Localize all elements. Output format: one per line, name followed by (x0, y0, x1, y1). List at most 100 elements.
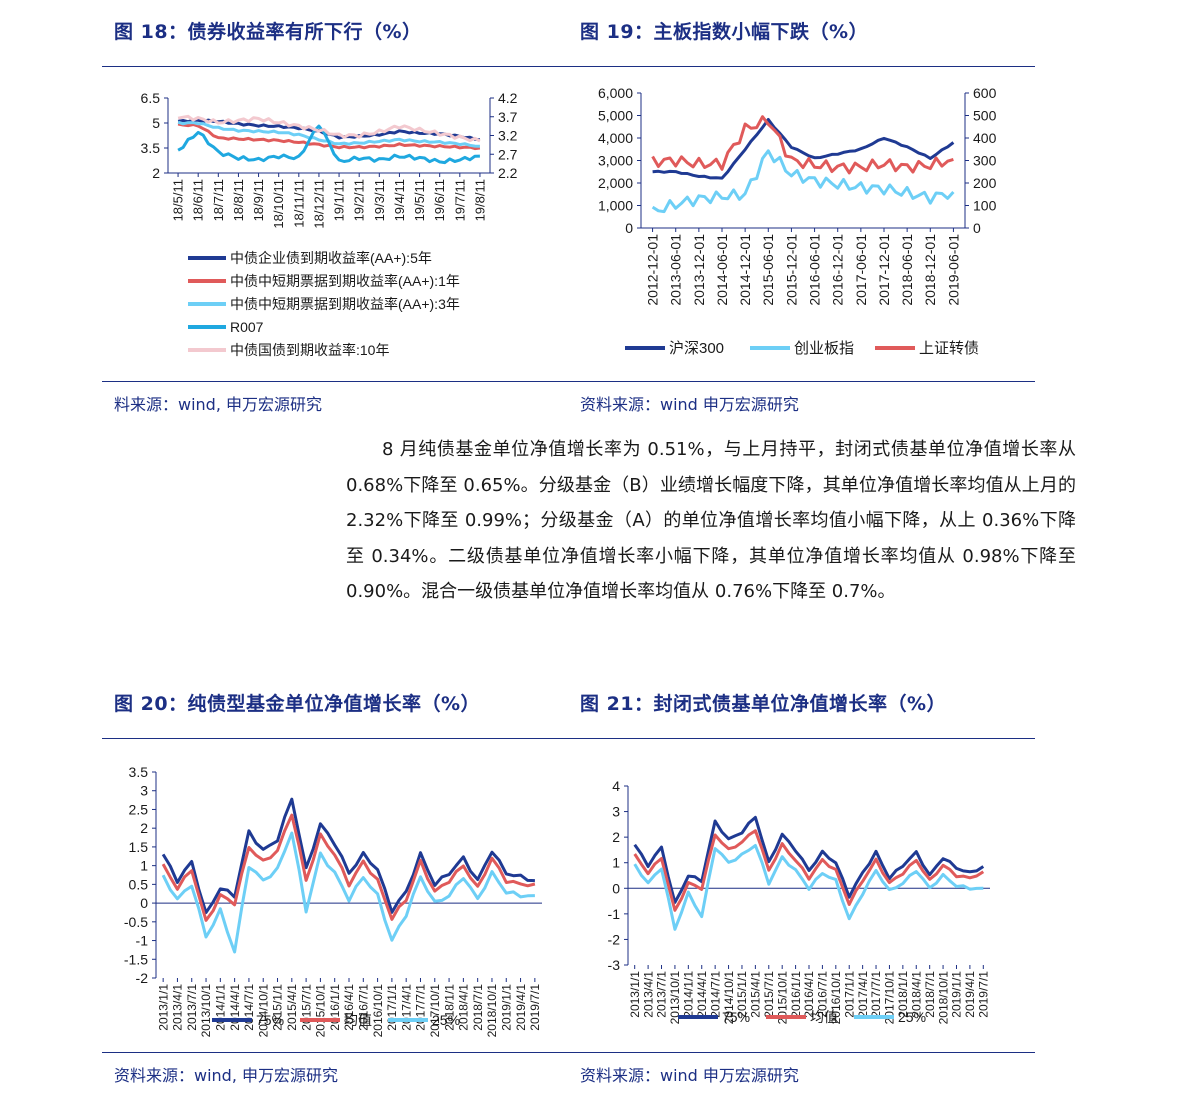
x-tick-label: 2015/1/1 (735, 971, 749, 1018)
legend-label-0: 沪深300 (669, 340, 724, 357)
x-tick-label: 2014/1/1 (682, 971, 696, 1018)
x-tick-label: 2016-06-01 (806, 234, 822, 306)
legend-label-0: 中债企业债到期收益率(AA+):5年 (230, 250, 432, 266)
x-tick-label: 2013/1/1 (628, 971, 642, 1018)
fig21-source: 资料来源：wind 申万宏源研究 (580, 1066, 799, 1085)
x-tick-label: 2014/7/1 (242, 984, 256, 1031)
y-tick-label: 0.5 (129, 876, 149, 892)
x-tick-label: 18/6/11 (191, 179, 206, 221)
x-tick-label: 18/12/11 (311, 179, 326, 229)
x-tick-label: 18/10/11 (271, 179, 286, 229)
x-tick-label: 2019/4/1 (963, 971, 977, 1018)
x-tick-label: 2017/7/1 (869, 971, 883, 1018)
x-tick-label: 2015/7/1 (299, 984, 313, 1031)
x-tick-label: 2017-12-01 (876, 234, 892, 306)
series-line-2 (161, 831, 535, 954)
y-tick-label-right: 500 (973, 108, 997, 124)
x-tick-label: 18/8/11 (231, 179, 246, 221)
x-tick-label: 2013-12-01 (691, 234, 707, 306)
y-tick-label: 1 (612, 855, 620, 871)
x-tick-label: 2016/4/1 (342, 984, 356, 1031)
x-tick-label: 2017/4/1 (399, 984, 413, 1031)
y-tick-label: 2,000 (598, 175, 633, 191)
x-tick-label: 19/6/11 (432, 179, 447, 221)
paragraph-text: 8 月纯债基金单位净值增长率为 0.51%，与上月持平，封闭式债基单位净值增长率… (346, 439, 1076, 602)
y-tick-label: 4,000 (598, 130, 633, 146)
y-tick-label: 1,000 (598, 198, 633, 214)
x-tick-label: 19/7/11 (452, 179, 467, 221)
x-tick-label: 2014/7/1 (708, 971, 722, 1018)
top-bottom-rule (102, 381, 1035, 382)
x-tick-label: 2017/7/1 (414, 984, 428, 1031)
y-tick-label: -0.5 (124, 914, 148, 930)
y-tick-label: 1 (140, 858, 148, 874)
x-tick-label: 2013/7/1 (655, 971, 669, 1018)
legend-label-1: 创业板指 (794, 339, 854, 357)
x-tick-label: 2016/1/1 (789, 971, 803, 1018)
x-tick-label: 2016/10/1 (371, 984, 385, 1038)
x-tick-label: 2016-12-01 (830, 234, 846, 306)
series-line-1 (161, 813, 536, 922)
series-line-0 (633, 815, 985, 904)
fig21-chart: 4 3 2 1 0 -1 -2 -3 2013/1/1 2013/4/1 2013/7/1 2013/… (608, 778, 991, 1025)
y-tick-label: -1 (136, 933, 149, 949)
x-tick-label: 2018/10/1 (485, 984, 499, 1038)
y-tick-label-right: 200 (973, 175, 997, 191)
x-tick-label: 19/4/11 (392, 179, 407, 221)
x-tick-label: 2016/10/1 (829, 971, 843, 1025)
x-tick-label: 2018/1/1 (896, 971, 910, 1018)
x-tick-label: 2017/1/1 (385, 984, 399, 1031)
x-tick-label: 2017-06-01 (853, 234, 869, 306)
legend-label-1: 均值 (810, 1009, 838, 1025)
x-tick-label: 2018-06-01 (899, 234, 915, 306)
fig19-source: 资料来源：wind 申万宏源研究 (580, 395, 799, 414)
x-tick-label: 2018/10/1 (936, 971, 950, 1025)
x-tick-label: 2019/7/1 (976, 971, 990, 1018)
x-tick-label: 2019/1/1 (950, 971, 964, 1018)
x-tick-label: 2012-12-01 (644, 234, 660, 306)
y-tick-label: 3,000 (598, 153, 633, 169)
y-tick-label-right: 600 (973, 85, 997, 101)
y-tick-label: -2 (608, 931, 621, 947)
x-tick-label: 2018-12-01 (922, 234, 938, 306)
legend-label-1: 中债中短期票据到期收益率(AA+):1年 (230, 273, 460, 289)
x-tick-label: 2014-12-01 (737, 234, 753, 306)
x-tick-label: 2016/7/1 (356, 984, 370, 1031)
x-tick-label: 2018/1/1 (442, 984, 456, 1031)
series-line-1 (633, 829, 985, 912)
series-line-4 (177, 114, 481, 143)
series-line-0 (161, 797, 535, 915)
y-tick-label: 2 (140, 820, 148, 836)
fig18-chart: 6.5 5 3.5 2 4.2 3.7 3.2 2.7 2.2 18/5/11 18/6/11 18/… (141, 90, 518, 358)
y-tick-label: 0 (625, 220, 633, 236)
x-tick-label: 2015/10/1 (314, 984, 328, 1038)
x-tick-label: 2013/7/1 (185, 984, 199, 1031)
legend-label-2: 中债中短期票据到期收益率(AA+):3年 (230, 296, 460, 312)
legend-label-2: 25% (898, 1009, 926, 1025)
x-tick-label: 18/7/11 (211, 179, 226, 221)
x-tick-label: 2019/1/1 (499, 984, 513, 1031)
body-paragraph: 8 月纯债基金单位净值增长率为 0.51%，与上月持平，封闭式债基单位净值增长率… (346, 432, 1076, 610)
y-tick-label-right: 0 (973, 220, 981, 236)
top-rule (102, 66, 1035, 67)
x-tick-label: 2015/4/1 (285, 984, 299, 1031)
legend-label-0: 75% (722, 1009, 750, 1025)
x-tick-label: 2013/4/1 (641, 971, 655, 1018)
y-tick-label: 3 (140, 783, 148, 799)
fig21-title: 图 21：封闭式债基单位净值增长率（%） (580, 693, 947, 715)
x-tick-label: 2018/4/1 (909, 971, 923, 1018)
x-tick-label: 2019/4/1 (514, 984, 528, 1031)
x-tick-label: 19/2/11 (352, 179, 367, 221)
series-line-2 (633, 844, 984, 931)
x-tick-label: 18/9/11 (251, 179, 266, 221)
x-tick-label: 2013/4/1 (171, 984, 185, 1031)
y-tick-label-right: 4.2 (498, 90, 518, 106)
bottom-rule (102, 738, 1035, 739)
y-tick-label: 4 (612, 778, 620, 794)
y-tick-label: 1.5 (129, 839, 149, 855)
legend-label-2: 25% (432, 1012, 460, 1028)
legend-label-0: 75% (256, 1012, 284, 1028)
x-tick-label: 2014/10/1 (256, 984, 270, 1038)
legend-label-4: 中债国债到期收益率:10年 (230, 342, 389, 358)
